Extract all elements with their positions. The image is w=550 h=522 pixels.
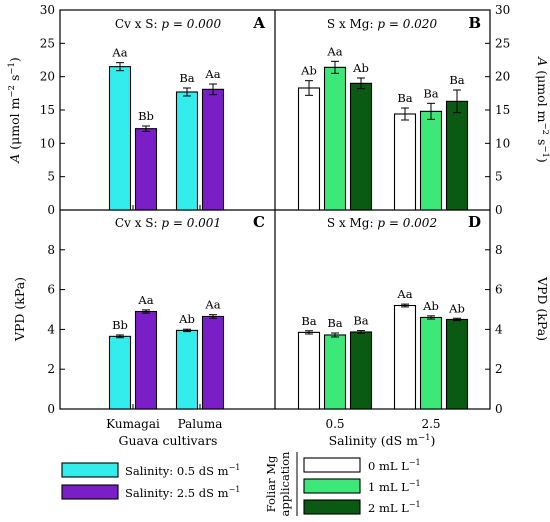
y-axis-label-top-right: A (μmol m−2 s−1) — [535, 56, 550, 163]
panel-b-ytick-label: 0 — [495, 203, 503, 217]
panel-c-ytick-label: 8 — [47, 243, 55, 257]
panel-d-bar — [419, 316, 443, 410]
panel-a-ytick-label: 5 — [47, 170, 55, 184]
panel-d-bar — [323, 334, 347, 410]
panel-b-significance-label: Ba — [423, 86, 438, 100]
panel-d-significance-label: Ba — [301, 314, 316, 328]
panel-a-bar — [134, 128, 158, 211]
panel-c-bar — [108, 335, 132, 410]
y-axis-label-bottom-left: VPD (kPa) — [12, 277, 27, 342]
panel-d-bar — [349, 331, 373, 410]
legend-label-salinity-2-5: Salinity: 2.5 dS m−1 — [125, 485, 240, 500]
panel-b-significance-label: Ba — [397, 91, 412, 105]
legend-label-mg-0: 0 mL L−1 — [368, 458, 421, 473]
panel-d-significance-label: Ba — [327, 316, 342, 330]
x-axis-label-salinity: Salinity (dS m−1) — [329, 433, 436, 448]
panel-a-significance-label: Aa — [204, 67, 220, 81]
panel-d-ytick-label: 2 — [495, 362, 503, 376]
legend-swatch-salinity-0-5 — [61, 462, 119, 478]
panel-d-significance-label: Ab — [448, 301, 465, 315]
legend-salinity: Salinity: 0.5 dS m−1 Salinity: 2.5 dS m−… — [61, 462, 240, 500]
panel-c-significance-label: Bb — [112, 318, 128, 332]
panel-c-ytick-label: 6 — [47, 283, 55, 297]
legend-swatch-salinity-2-5 — [61, 484, 119, 500]
panel-c-bar — [175, 329, 199, 410]
panel-c-significance-label: Aa — [204, 298, 220, 312]
panel-b-bar — [323, 66, 347, 211]
legend-label-mg-2: 2 mL L−1 — [368, 500, 421, 515]
panel-d-ytick-label: 4 — [495, 322, 503, 336]
panel-c-label: C — [253, 213, 265, 231]
x-axis-label-cultivars: Guava cultivars — [119, 433, 218, 448]
panel-d-ytick-label: 8 — [495, 243, 503, 257]
legend-label-mg-1: 1 mL L−1 — [368, 479, 421, 494]
panel-b-bar — [419, 110, 443, 211]
panel-a-ytick-label: 30 — [40, 3, 55, 17]
panel-b-bar — [393, 113, 417, 211]
panel-c-bar — [201, 315, 225, 410]
panel-d-xtick-label: 0.5 — [325, 417, 344, 431]
panel-c-ytick-label: 0 — [47, 402, 55, 416]
panel-b-bar — [349, 82, 373, 211]
panel-d-bar — [445, 318, 469, 410]
legend-foliar-mg: Foliar Mg application 0 mL L−1 1 mL L−1 … — [264, 451, 421, 516]
panel-c-ytick-label: 4 — [47, 322, 55, 336]
panel-a-significance-label: Bb — [138, 109, 154, 123]
panel-a-ytick-label: 15 — [40, 103, 55, 117]
panel-c-ytick-label: 2 — [47, 362, 55, 376]
panel-a-bar — [175, 91, 199, 211]
legend-swatch-mg-0 — [303, 457, 361, 473]
panel-b-bar — [445, 100, 469, 211]
panel-a-significance-label: Aa — [111, 46, 127, 60]
panel-a-bar — [201, 88, 225, 211]
y-axis-label-bottom-right: VPD (kPa) — [535, 276, 550, 341]
legend-swatch-mg-2 — [303, 499, 361, 515]
panel-b-title: S x Mg: p = 0.020 — [327, 17, 438, 31]
panel-a-label: A — [252, 14, 265, 32]
panel-d-bar — [393, 304, 417, 410]
panel-a-ytick-label: 25 — [40, 36, 55, 50]
panel-a-ytick-label: 10 — [40, 136, 55, 150]
panel-d-bar — [297, 331, 321, 410]
panel-c-significance-label: Aa — [137, 293, 153, 307]
panel-a-title: Cv x S: p = 0.000 — [115, 17, 222, 31]
panel-b-label: B — [468, 14, 481, 32]
panel-a-significance-label: Ba — [179, 71, 194, 85]
panel-b-ytick-label: 15 — [495, 103, 510, 117]
panel-b-ytick-label: 10 — [495, 136, 510, 150]
panel-d-title: S x Mg: p = 0.002 — [327, 216, 437, 230]
panel-d-significance-label: Aa — [396, 287, 412, 301]
y-axis-label-top-left: A (μmol m−2 s−1) — [7, 57, 22, 164]
legend-mg-title-line1: Foliar Mg — [264, 455, 278, 512]
panel-d-significance-label: Ab — [422, 299, 439, 313]
panel-b-significance-label: Ba — [449, 73, 464, 87]
panel-d-ytick-label: 0 — [495, 402, 503, 416]
panel-a-ytick-label: 0 — [47, 203, 55, 217]
panel-b-ytick-label: 25 — [495, 36, 510, 50]
legend-label-salinity-0-5: Salinity: 0.5 dS m−1 — [125, 463, 240, 478]
panel-b-ytick-label: 30 — [495, 3, 510, 17]
panel-a-ytick-label: 20 — [40, 70, 55, 84]
panel-b-bar — [297, 87, 321, 211]
panel-b-significance-label: Ab — [352, 61, 369, 75]
panel-d-xtick-label: 2.5 — [421, 417, 440, 431]
legend-mg-title-line2: application — [278, 451, 292, 516]
panel-d-label: D — [468, 213, 481, 231]
legend-swatch-mg-1 — [303, 478, 361, 494]
panel-a-bar — [108, 66, 132, 211]
panel-c-significance-label: Ab — [178, 312, 195, 326]
panel-b-ytick-label: 20 — [495, 70, 510, 84]
panel-c-xtick-label: Kumagai — [106, 417, 160, 431]
panel-c-xtick-label: Paluma — [178, 417, 223, 431]
panel-d-ytick-label: 6 — [495, 283, 503, 297]
panel-b-ytick-label: 5 — [495, 170, 503, 184]
panel-d-significance-label: Ba — [353, 314, 368, 328]
panel-c-title: Cv x S: p = 0.001 — [115, 216, 221, 230]
panel-c-bar — [134, 310, 158, 410]
panel-b-significance-label: Ab — [300, 64, 317, 78]
panel-b-significance-label: Aa — [326, 44, 342, 58]
